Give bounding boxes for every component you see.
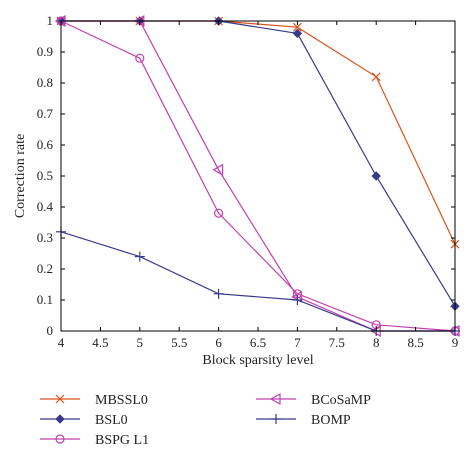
- data-point-bsl0: [371, 171, 381, 181]
- legend-marker-mbssl0: [55, 394, 65, 404]
- legend-marker-bcosamp: [269, 392, 281, 406]
- data-point-mbssl0-stroke: [371, 72, 381, 82]
- x-tick-label: 7: [294, 335, 301, 350]
- chart-marks: [54, 14, 460, 338]
- series-line-bspg-l1: [60, 20, 456, 332]
- legend-label-bomp: BOMP: [311, 413, 351, 428]
- data-point-bomp: [292, 295, 303, 305]
- legend-item-bspg-l1: BSPG L1: [40, 433, 149, 448]
- legend-marker-bspg-l1: [55, 434, 65, 444]
- legend-marker-mbssl0-stroke: [55, 394, 65, 404]
- legend-item-bomp: BOMP: [256, 413, 351, 428]
- y-axis-label: Correction rate: [13, 134, 28, 218]
- data-point-mbssl0: [371, 72, 381, 82]
- legend-label-bspg-l1: BSPG L1: [95, 433, 149, 448]
- y-tick-label: 0.4: [37, 199, 54, 214]
- data-point-bsl0: [292, 28, 303, 39]
- x-tick-label: 4: [58, 335, 65, 350]
- x-tick-label: 7.5: [329, 335, 345, 350]
- legend-label-bsl0: BSL0: [95, 413, 128, 428]
- x-tick-label: 6.5: [250, 335, 266, 350]
- legend-label-mbssl0: MBSSL0: [95, 393, 148, 408]
- x-tick-label: 8: [373, 335, 380, 350]
- legend-label-bcosamp: BCoSaMP: [311, 393, 371, 408]
- legend-item-bsl0: BSL0: [40, 413, 128, 428]
- series-line-bomp: [60, 231, 455, 332]
- data-point-bspg-l1: [214, 208, 224, 218]
- y-tick-label: 0.1: [37, 292, 53, 307]
- x-tick-label: 5.5: [171, 335, 187, 350]
- x-tick-label: 5: [137, 335, 144, 350]
- x-axis-label: Block sparsity level: [202, 353, 313, 368]
- y-tick-label: 0.6: [37, 137, 54, 152]
- y-tick-label: 0.2: [37, 261, 53, 276]
- series-line-bcosamp: [61, 20, 455, 332]
- plot-frame: [60, 20, 456, 332]
- x-tick-label: 9: [452, 335, 459, 350]
- data-point-bomp: [134, 251, 145, 262]
- axis-ticks: 4 4.5 5 5.5 6 6.5 7 7.5 8 8.5 9 0 0.1 0.2 0.3 0.4 0.5 0.6…: [37, 13, 459, 350]
- legend-marker-bsl0: [55, 414, 65, 424]
- series-line-mbssl0: [61, 20, 456, 245]
- legend-item-bcosamp: BCoSaMP: [256, 392, 371, 408]
- x-tick-label: 8.5: [407, 335, 423, 350]
- data-point-bcosamp: [212, 163, 224, 176]
- legend-item-mbssl0: MBSSL0: [40, 393, 148, 408]
- x-tick-label: 4.5: [92, 335, 108, 350]
- legend: MBSSL0 BSL0 BSPG L1 BCoSaMP BOMP: [40, 392, 371, 448]
- data-point-mbssl0-stroke: [292, 22, 302, 32]
- x-tick-label: 6: [215, 335, 222, 350]
- y-tick-label: 0.9: [37, 44, 53, 59]
- y-tick-label: 0.3: [37, 230, 53, 245]
- y-tick-label: 0.7: [37, 106, 54, 121]
- y-tick-label: 0.8: [37, 75, 53, 90]
- data-point-bspg-l1: [135, 53, 145, 63]
- series-line-bsl0: [61, 20, 456, 307]
- y-tick-label: 1: [47, 13, 54, 28]
- y-tick-label: 0: [47, 323, 54, 338]
- data-point-bomp: [213, 288, 224, 299]
- data-point-mbssl0: [292, 22, 302, 32]
- legend-marker-bomp: [271, 414, 281, 424]
- y-tick-label: 0.5: [37, 168, 53, 183]
